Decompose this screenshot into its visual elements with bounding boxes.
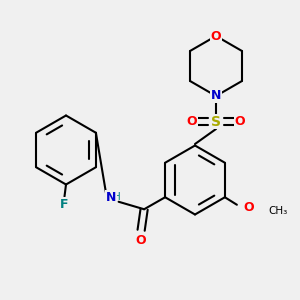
Text: O: O (244, 201, 254, 214)
Text: CH₃: CH₃ (268, 206, 288, 216)
Text: F: F (60, 197, 69, 211)
Text: N: N (211, 89, 221, 103)
Text: S: S (211, 115, 221, 128)
Text: O: O (211, 29, 221, 43)
Text: H: H (113, 192, 121, 202)
Text: O: O (187, 115, 197, 128)
Text: O: O (235, 115, 245, 128)
Text: N: N (106, 191, 116, 204)
Text: O: O (136, 234, 146, 247)
